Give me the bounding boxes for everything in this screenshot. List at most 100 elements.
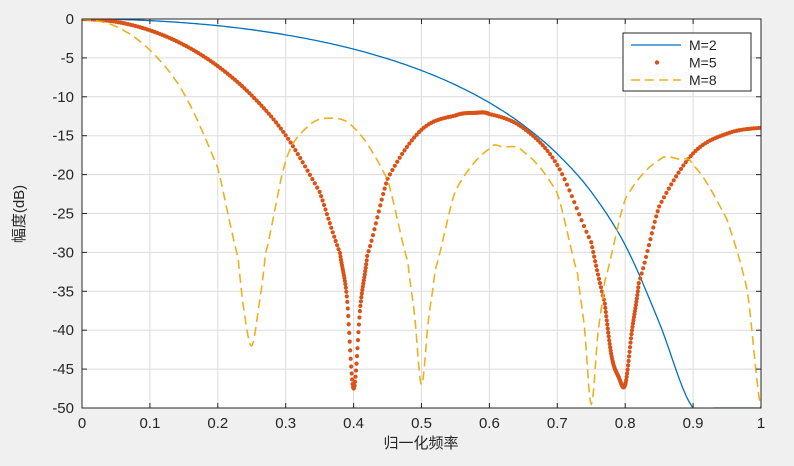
data-point (261, 106, 266, 111)
data-point (359, 295, 364, 300)
data-point (353, 368, 359, 373)
data-point (390, 167, 395, 173)
data-point (545, 148, 550, 154)
data-point (330, 230, 335, 235)
legend: M=2 M=5M=8 (622, 32, 752, 92)
data-point (589, 240, 594, 245)
data-point (348, 348, 353, 353)
data-point (303, 164, 308, 169)
data-point (671, 178, 676, 183)
data-point (625, 367, 630, 372)
data-point (376, 209, 381, 214)
data-point (560, 172, 565, 177)
data-point (402, 148, 407, 153)
data-point (324, 212, 330, 217)
data-point (344, 289, 349, 294)
data-point (343, 285, 348, 290)
data-point (344, 294, 349, 299)
data-point (586, 235, 591, 240)
data-point (356, 322, 362, 327)
legend-label: M=2 (689, 37, 717, 53)
data-point (635, 289, 640, 294)
data-point (605, 322, 610, 327)
y-tick-label: -40 (52, 322, 74, 339)
x-tick-label: 0.5 (411, 415, 432, 432)
data-point (395, 159, 400, 164)
data-point (336, 247, 341, 252)
data-point (352, 383, 357, 388)
data-point (629, 328, 635, 333)
data-point (259, 103, 264, 108)
data-point (356, 330, 361, 335)
data-point (659, 199, 664, 204)
data-point (543, 145, 548, 151)
data-point (657, 204, 662, 209)
data-point (345, 306, 350, 311)
x-tick-label: 1 (757, 415, 765, 432)
data-point (598, 285, 604, 290)
data-point (564, 182, 570, 187)
data-point (373, 221, 379, 226)
data-point (634, 299, 639, 304)
ticks (81, 18, 762, 409)
y-tick-label: -45 (52, 361, 74, 378)
data-point (674, 174, 679, 179)
data-point (661, 195, 667, 200)
data-point (363, 269, 368, 274)
data-point (669, 182, 674, 187)
data-point (631, 318, 636, 323)
data-point (664, 190, 669, 195)
data-point (409, 138, 414, 143)
data-point (363, 265, 368, 270)
data-point (666, 186, 671, 191)
data-point (625, 371, 630, 376)
data-point (273, 120, 279, 125)
data-point (562, 177, 567, 182)
data-point (596, 276, 602, 281)
data-point (651, 225, 656, 230)
data-point (350, 377, 355, 382)
y-tick-label: -5 (61, 50, 74, 67)
data-point (332, 234, 337, 239)
data-point (400, 151, 405, 157)
data-point (604, 314, 609, 319)
data-point (555, 163, 560, 168)
x-tick-label: 0.7 (547, 415, 568, 432)
data-point (338, 254, 343, 259)
data-point (681, 163, 686, 168)
data-point (333, 238, 338, 244)
series-M=5 (82, 19, 761, 391)
data-point (264, 108, 269, 114)
data-point (592, 254, 597, 259)
data-point (366, 249, 371, 254)
data-point (635, 292, 640, 298)
x-tick-label: 0.3 (275, 415, 296, 432)
data-point (266, 111, 271, 116)
series-line (82, 19, 761, 408)
data-point (320, 198, 325, 203)
data-point (602, 301, 607, 306)
data-point (404, 144, 410, 149)
data-point (367, 244, 373, 249)
data-point (300, 160, 305, 165)
data-point (678, 166, 684, 172)
data-point (295, 151, 300, 157)
legend-label: M=5 (689, 55, 717, 71)
data-point (626, 358, 631, 364)
data-point (337, 250, 343, 256)
data-point (627, 349, 632, 354)
data-point (643, 254, 649, 260)
data-point (375, 215, 380, 220)
data-point (357, 309, 363, 314)
data-point (633, 306, 638, 311)
y-tick-label: -10 (52, 89, 74, 106)
x-tick-label: 0.2 (207, 415, 228, 432)
data-point (359, 291, 364, 296)
data-point (645, 248, 650, 254)
data-point (278, 126, 283, 131)
data-point (628, 336, 634, 341)
data-point (381, 191, 386, 197)
data-point (293, 148, 298, 153)
data-point (387, 172, 393, 177)
